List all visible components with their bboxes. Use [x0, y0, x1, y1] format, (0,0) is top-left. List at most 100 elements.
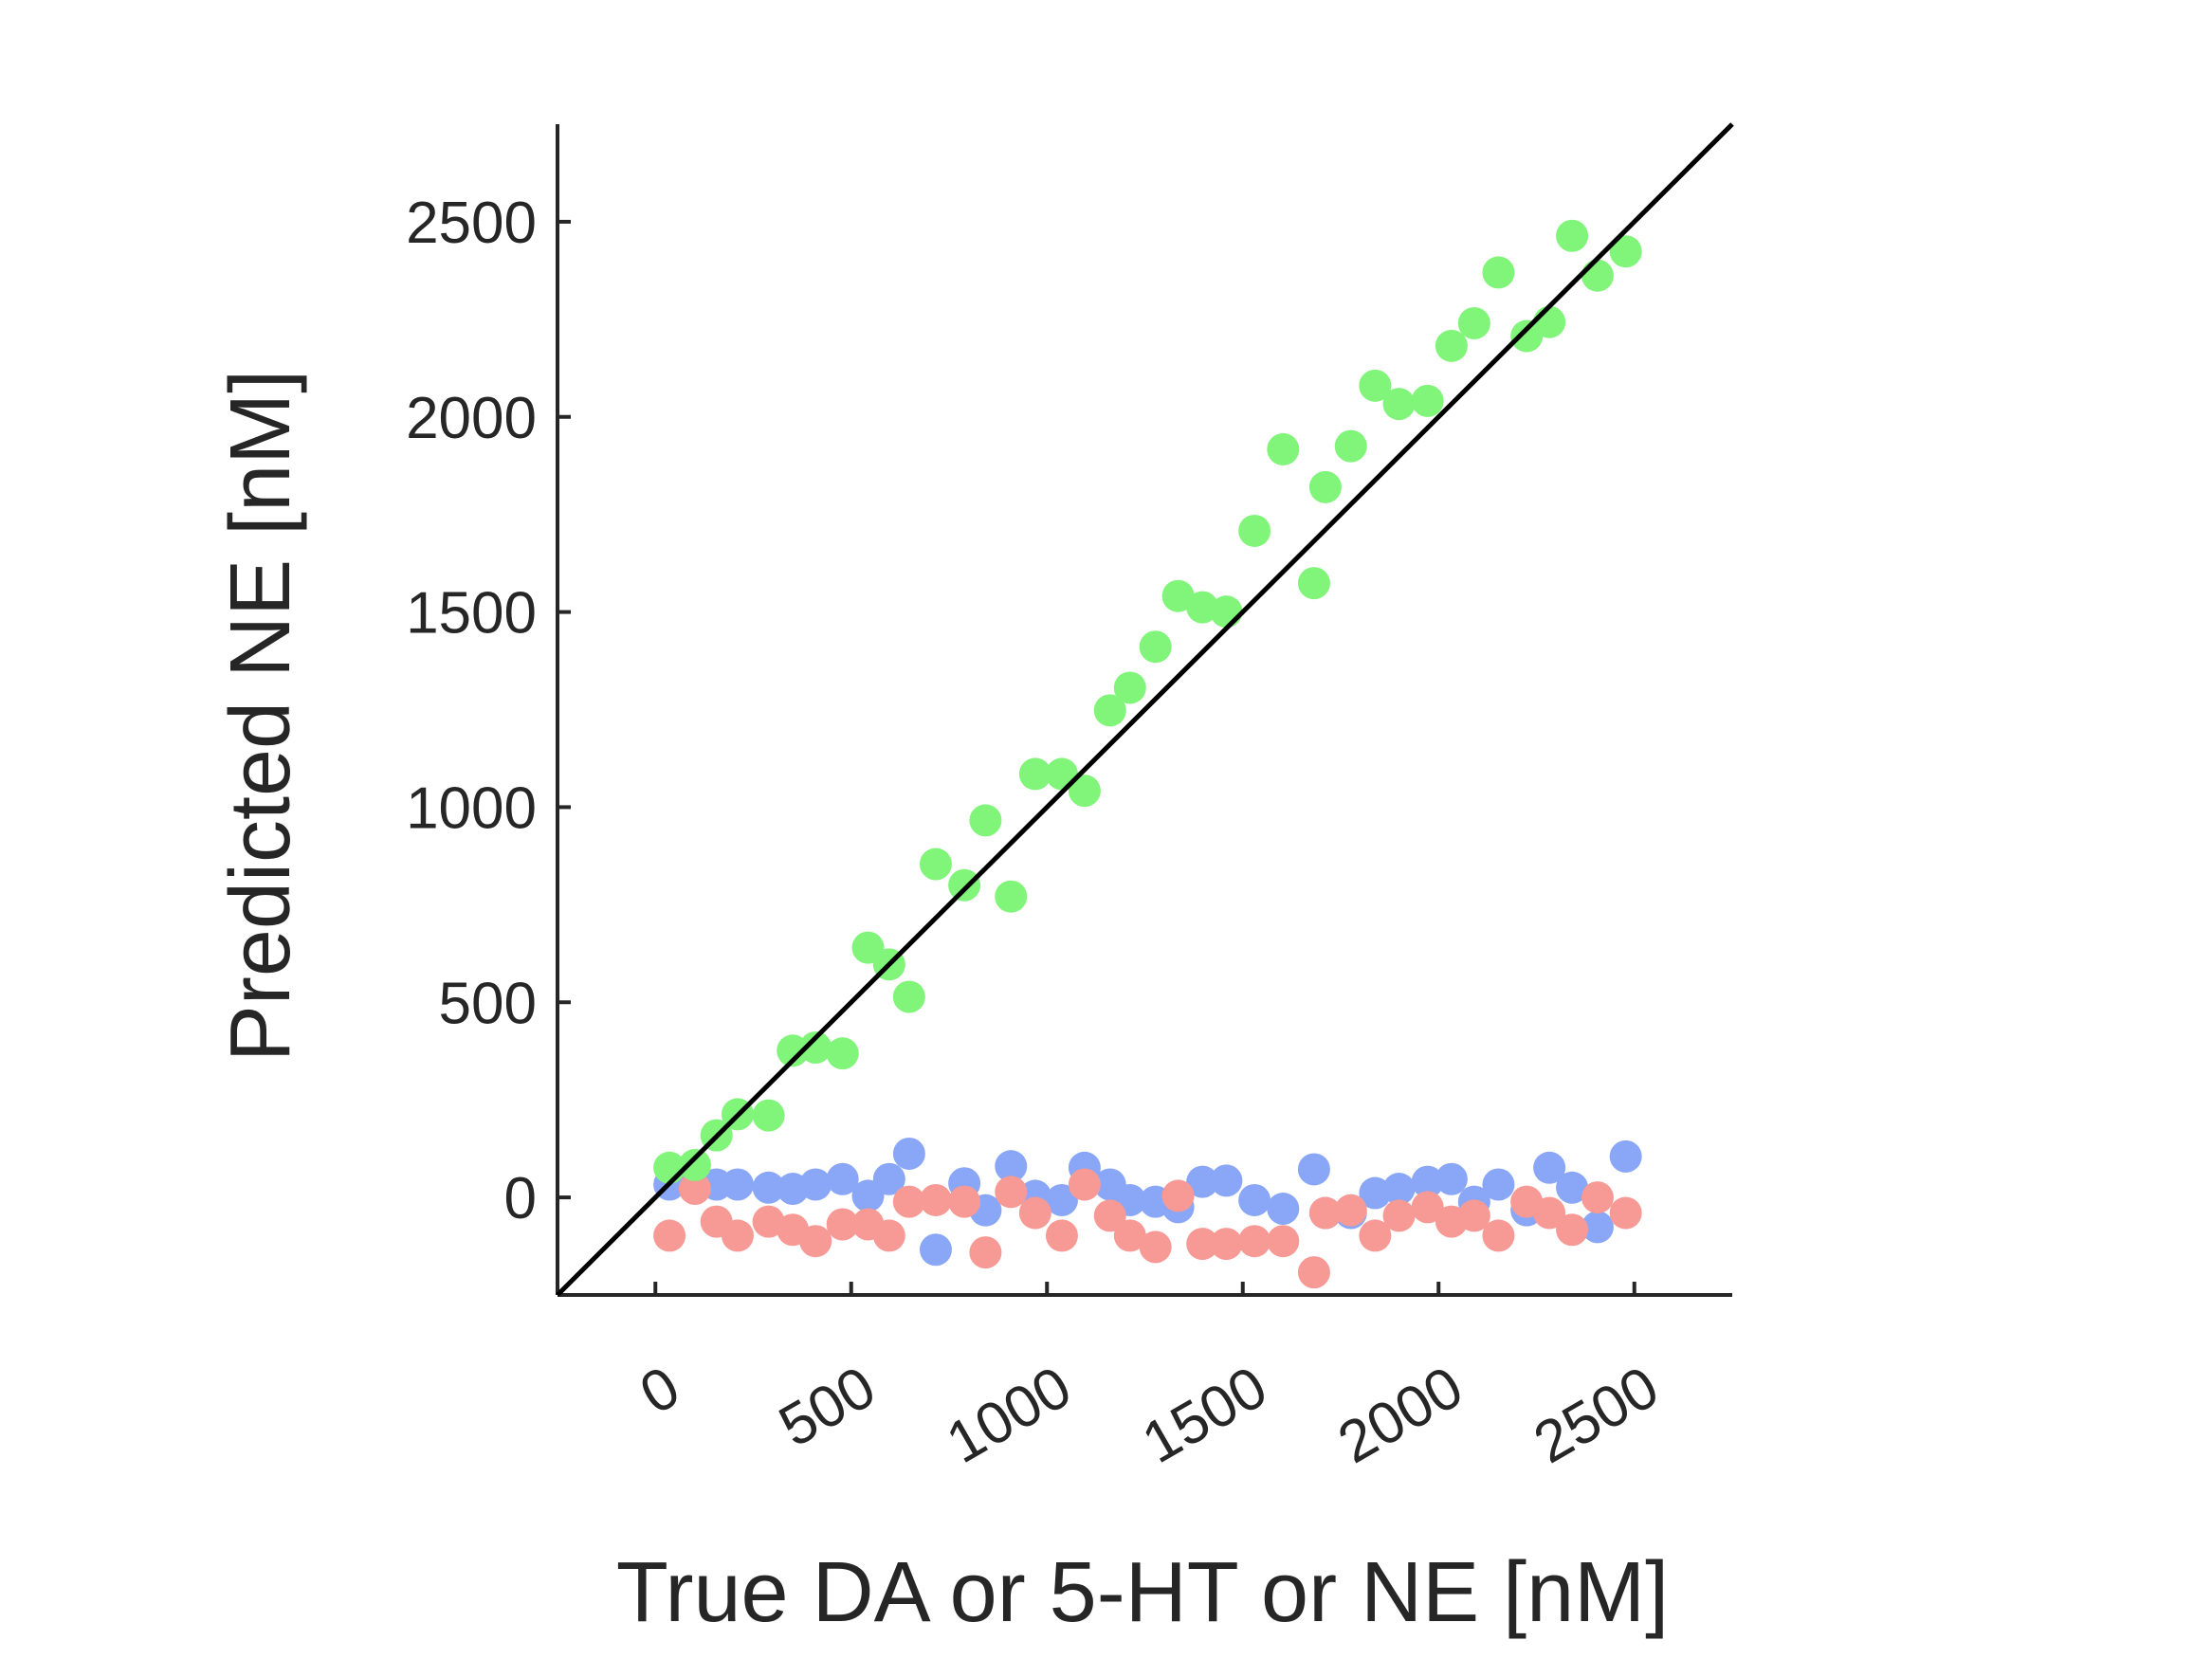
point	[826, 1162, 859, 1195]
point	[919, 848, 952, 881]
point	[1609, 1196, 1642, 1230]
point	[1139, 1231, 1172, 1264]
point	[948, 868, 981, 902]
y-tick-label: 0	[504, 1166, 537, 1231]
point	[969, 804, 1002, 837]
point	[1382, 1173, 1416, 1206]
point	[1334, 429, 1367, 463]
y-tick-label: 1000	[406, 775, 537, 841]
point	[1161, 579, 1195, 612]
point	[721, 1219, 754, 1252]
point	[799, 1168, 832, 1201]
x-tick-label: 1000	[936, 1354, 1082, 1476]
point	[969, 1236, 1002, 1269]
point	[678, 1148, 711, 1181]
y-tick-label: 2500	[406, 191, 537, 256]
point	[872, 1219, 905, 1252]
point	[1045, 1183, 1078, 1216]
point	[1359, 1219, 1392, 1252]
identity-line	[556, 122, 1734, 1297]
point	[1556, 1171, 1589, 1204]
y-tick-label: 2000	[406, 386, 537, 451]
x-tick-label: 500	[769, 1354, 887, 1459]
point	[1267, 1193, 1300, 1226]
point	[1297, 567, 1330, 600]
point	[1308, 1196, 1342, 1230]
x-axis-label: True DA or 5-HT or NE [nM]	[616, 1545, 1669, 1640]
point	[1238, 1225, 1271, 1258]
point	[752, 1171, 785, 1204]
point	[1435, 1162, 1468, 1195]
point	[1581, 1211, 1614, 1244]
point	[1581, 1181, 1614, 1214]
point	[1113, 1219, 1146, 1252]
point	[1457, 306, 1490, 339]
point	[826, 1037, 859, 1070]
point	[1018, 757, 1051, 791]
point	[1411, 1191, 1444, 1224]
point	[1482, 1168, 1515, 1201]
point	[995, 1150, 1028, 1183]
point	[1297, 1153, 1330, 1186]
point	[799, 1225, 832, 1258]
point	[1359, 369, 1392, 402]
point	[1482, 1219, 1515, 1252]
point	[826, 1208, 859, 1241]
point	[1457, 1199, 1490, 1232]
point	[1161, 1179, 1195, 1212]
point	[1267, 1225, 1300, 1258]
point	[1411, 384, 1444, 417]
point	[653, 1219, 686, 1252]
point	[678, 1173, 711, 1206]
point	[1018, 1196, 1051, 1230]
point	[1210, 1228, 1243, 1261]
point	[1210, 1164, 1243, 1197]
y-axis-label: Predicted NE [nM]	[213, 370, 308, 1062]
point	[1382, 1199, 1416, 1232]
point	[1186, 591, 1219, 624]
point	[1533, 1196, 1566, 1230]
point	[892, 1185, 925, 1218]
point	[1359, 1176, 1392, 1210]
point	[1533, 305, 1566, 338]
point	[1068, 1168, 1101, 1201]
point	[1267, 432, 1300, 465]
point	[892, 1137, 925, 1170]
point	[1068, 775, 1101, 808]
point	[1210, 595, 1243, 629]
point	[1093, 1199, 1126, 1232]
point	[872, 1162, 905, 1195]
x-tick-label: 2000	[1327, 1354, 1473, 1476]
point	[752, 1205, 785, 1238]
point	[1556, 1213, 1589, 1247]
point	[1609, 1139, 1642, 1173]
x-tick-label: 2500	[1524, 1354, 1670, 1476]
x-tick-label: 1500	[1132, 1354, 1278, 1476]
y-tick-label: 1500	[406, 581, 537, 647]
point	[919, 1233, 952, 1267]
point	[1093, 694, 1126, 727]
point	[752, 1099, 785, 1132]
x-tick-label: 0	[630, 1354, 690, 1427]
point	[995, 1176, 1028, 1209]
point	[919, 1183, 952, 1216]
point	[995, 880, 1028, 913]
point	[1308, 470, 1342, 503]
point	[1186, 1228, 1219, 1261]
y-tick-label: 500	[439, 971, 537, 1036]
point	[1581, 259, 1614, 292]
point	[1139, 630, 1172, 664]
point	[1297, 1256, 1330, 1289]
point	[1556, 219, 1589, 252]
point	[799, 1031, 832, 1065]
point	[1238, 1183, 1271, 1216]
point	[1609, 235, 1642, 268]
point	[1238, 514, 1271, 547]
point	[1334, 1194, 1367, 1227]
point	[1482, 256, 1515, 289]
point	[721, 1168, 754, 1201]
point	[948, 1185, 981, 1218]
point	[1113, 671, 1146, 704]
point	[1411, 1165, 1444, 1198]
